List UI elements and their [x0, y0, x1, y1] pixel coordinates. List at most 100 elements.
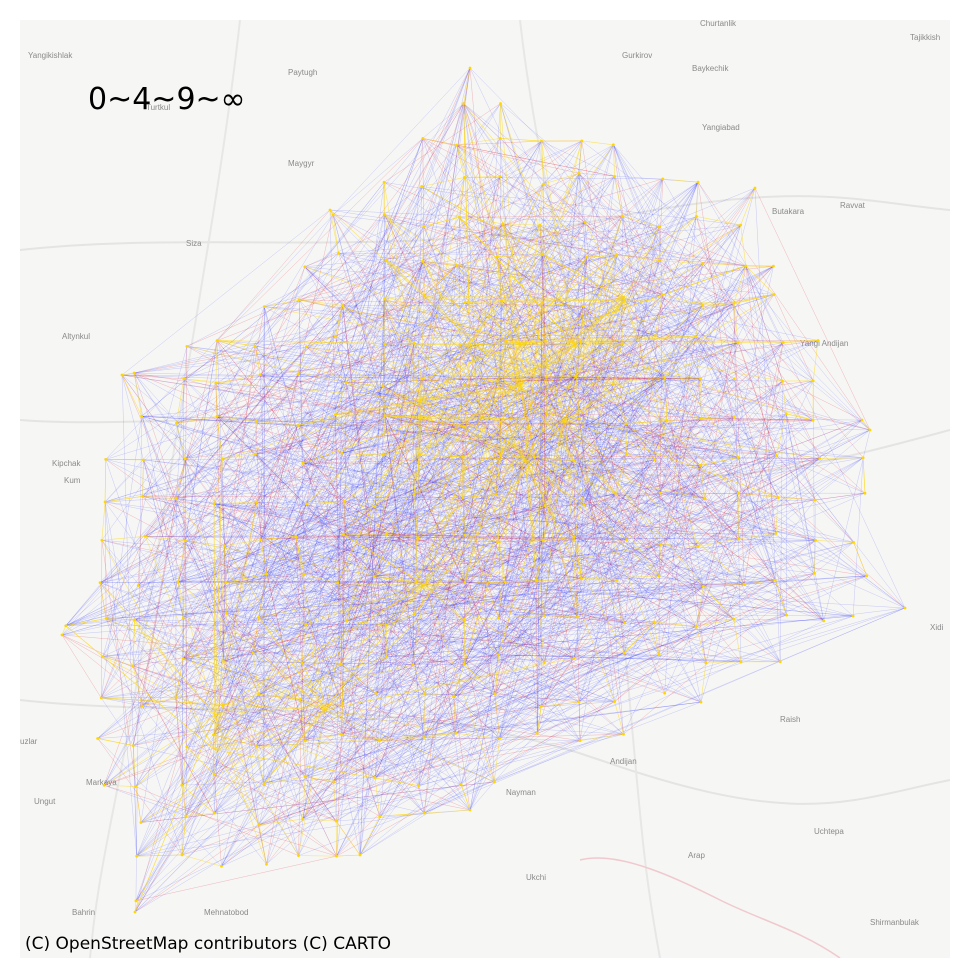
network-node: [220, 864, 223, 868]
network-node: [613, 700, 617, 704]
network-node: [141, 494, 145, 498]
network-node: [262, 782, 266, 786]
network-node: [813, 571, 816, 575]
network-node: [545, 412, 549, 415]
network-node: [663, 376, 667, 380]
network-node: [468, 66, 472, 70]
map-canvas[interactable]: Churtanlik Tajikkish Yangikishlak Paytug…: [20, 20, 950, 958]
network-node: [620, 214, 624, 218]
network-node: [175, 421, 178, 425]
network-node: [100, 538, 104, 542]
network-node: [463, 533, 467, 537]
network-node: [131, 664, 135, 668]
network-node: [543, 504, 547, 507]
network-node: [454, 731, 458, 735]
network-node: [373, 504, 377, 508]
place-label: Gurkirov: [622, 51, 652, 60]
network-node: [814, 539, 817, 542]
network-node: [331, 213, 335, 217]
network-node: [222, 660, 226, 663]
network-node: [120, 373, 124, 377]
network-node: [775, 453, 778, 457]
network-node: [384, 623, 388, 627]
network-node: [337, 251, 340, 255]
network-node: [452, 694, 455, 698]
network-node: [781, 341, 785, 344]
network-node: [421, 260, 425, 263]
network-node: [225, 611, 228, 615]
place-label: Andijan: [610, 757, 637, 766]
network-node: [296, 372, 300, 376]
network-node: [578, 739, 582, 743]
network-node: [852, 540, 855, 544]
network-node: [251, 651, 255, 655]
network-node: [744, 264, 748, 268]
network-node: [652, 620, 656, 624]
network-node: [341, 304, 345, 307]
network-node: [699, 417, 703, 421]
network-node: [257, 823, 261, 827]
network-node: [184, 814, 188, 818]
network-node: [732, 302, 736, 305]
network-node: [383, 297, 386, 301]
network-node: [498, 175, 502, 178]
network-node: [422, 225, 426, 228]
network-node: [340, 451, 344, 455]
network-node: [374, 692, 378, 695]
network-node: [696, 180, 700, 184]
network-node: [416, 536, 420, 540]
network-node: [182, 377, 186, 381]
network-node: [458, 343, 462, 347]
network-node: [103, 500, 107, 504]
network-node: [818, 457, 822, 460]
network-node: [542, 661, 546, 664]
place-label: Shirmanbulak: [870, 918, 920, 927]
network-node: [653, 334, 657, 337]
network-node: [383, 414, 387, 418]
network-node: [623, 621, 627, 625]
network-node: [545, 375, 548, 379]
network-node: [421, 137, 425, 140]
network-node: [572, 656, 576, 660]
network-node: [463, 618, 466, 621]
network-node: [297, 298, 301, 302]
network-node: [582, 304, 585, 308]
network-node: [215, 414, 219, 418]
network-node: [772, 293, 776, 296]
network-node: [461, 496, 465, 499]
network-node: [461, 455, 465, 459]
network-node: [412, 341, 416, 345]
network-node: [334, 334, 337, 338]
network-node: [413, 612, 417, 616]
network-node: [136, 584, 140, 587]
network-node: [299, 697, 302, 701]
map-svg: Churtanlik Tajikkish Yangikishlak Paytug…: [20, 20, 950, 958]
network-node: [99, 696, 103, 700]
network-node: [422, 293, 426, 297]
place-label: Turtkul: [146, 103, 170, 112]
network-node: [785, 613, 788, 617]
place-label: Kum: [64, 476, 81, 485]
network-node: [341, 701, 345, 705]
network-node: [613, 174, 616, 178]
network-node: [822, 619, 826, 623]
network-node: [663, 691, 667, 695]
network-node: [732, 617, 736, 621]
network-node: [737, 491, 740, 495]
network-node: [572, 535, 576, 539]
network-node: [262, 305, 266, 309]
network-node: [344, 381, 348, 385]
place-label: Arap: [688, 851, 705, 860]
network-node: [781, 379, 784, 383]
network-node: [224, 581, 228, 584]
place-label: uzlar: [20, 737, 38, 746]
network-node: [701, 262, 705, 265]
network-node: [577, 171, 581, 175]
network-node: [303, 265, 307, 269]
network-node: [541, 253, 544, 257]
network-node: [658, 225, 661, 229]
place-label: Kipchak: [52, 459, 81, 468]
network-node: [776, 496, 780, 499]
place-label: Siza: [186, 239, 202, 248]
network-node: [102, 783, 106, 787]
